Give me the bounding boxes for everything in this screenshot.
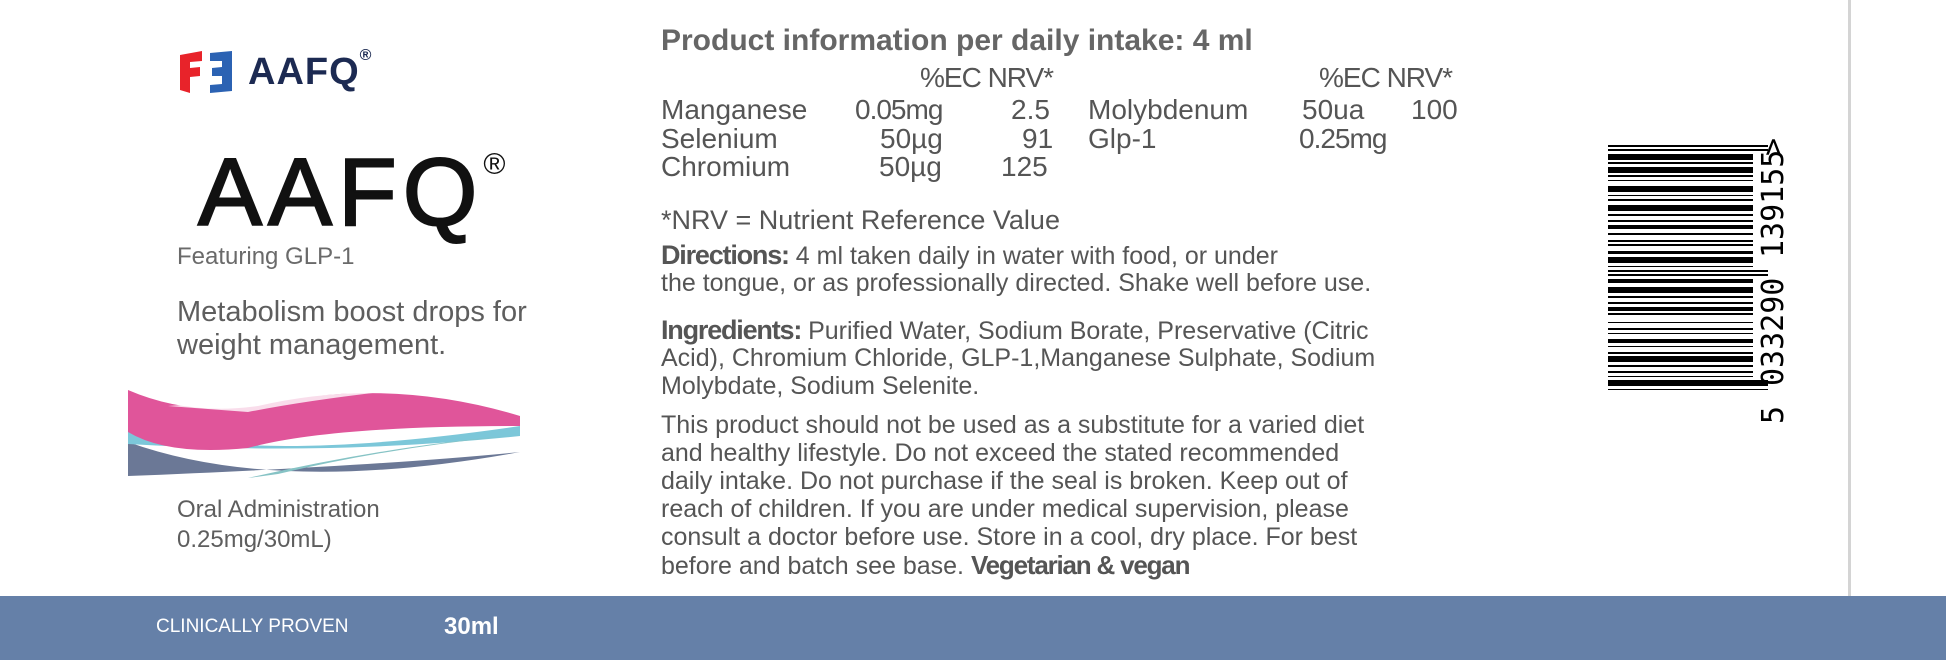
barcode-bar [1608,302,1753,305]
clinically-proven: CLINICALLY PROVEN [156,616,349,637]
barcode-bar [1608,194,1753,197]
nutrient-amount: 50ua [1302,94,1365,125]
nutrient-nrv: 125 [1001,151,1048,182]
barcode-bar [1608,250,1753,255]
disclaimer: This product should not be used as a sub… [661,411,1364,580]
barcode-bar [1608,153,1753,160]
disclaimer-line: daily intake. Do not purchase if the sea… [661,467,1348,495]
registered-mark: ® [359,46,373,64]
barcode-marker: > [1756,137,1791,156]
brand-name: AAFQ® [197,138,506,248]
nrv-header-right: %EC NRV* [1319,62,1453,93]
nutrient-amount: 0.05mg [855,94,943,125]
nutrient-amount: 0.25mg [1299,123,1387,154]
barcode-bar [1608,321,1753,324]
ingredients-line-1: Purified Water, Sodium Borate, Preservat… [808,317,1369,345]
barcode-bar [1608,220,1753,223]
info-title: Product information per daily intake: 4 … [661,24,1253,57]
disclaimer-line: before and batch see base. [661,552,965,580]
vegan-label: Vegetarian & vegan [970,550,1190,580]
barcode-bar [1608,380,1768,387]
registered-mark: ® [483,148,506,181]
barcode-bar [1608,332,1753,335]
nutrient-amount: 50µg [880,123,943,154]
nutrient-nrv: 91 [1022,123,1054,154]
nutrient-amount: 50µg [879,151,942,182]
barcode-bar [1608,371,1753,374]
barcode-right-digits: 139155 [1756,149,1791,258]
barcode-bar [1608,214,1753,216]
disclaimer-line: and healthy lifestyle. Do not exceed the… [661,439,1340,467]
barcode-bar [1608,265,1753,268]
tagline: Metabolism boost drops for weight manage… [177,296,527,361]
barcode-bar [1608,287,1753,294]
brand-logo: AAFQ® [178,46,373,96]
barcode-bar [1608,339,1753,343]
barcode-bar [1608,166,1753,173]
wave-graphic [128,390,520,478]
barcode-bar [1608,244,1753,246]
barcode-bar [1608,313,1753,315]
barcode-bar [1608,295,1753,298]
directions-line-2: the tongue, or as professionally directe… [661,269,1372,297]
oral-line-1: Oral Administration [177,496,380,523]
barcode-bar [1608,224,1753,229]
volume: 30ml [444,613,499,640]
brand-name-text: AAFQ [197,138,484,247]
barcode-bar [1608,364,1753,367]
nutrient-name: Chromium [661,151,791,182]
nutrient-name: Glp-1 [1088,123,1157,154]
barcode-bar [1608,149,1768,151]
barcode [1608,145,1768,393]
barcode-bar [1608,352,1753,354]
nutrient-name: Molybdenum [1088,94,1249,125]
oral-line-2: 0.25mg/30mL) [177,526,332,553]
barcode-bar [1608,257,1753,264]
directions-line-1: 4 ml taken daily in water with food, or … [795,242,1278,270]
nutrient-name: Selenium [661,123,778,154]
barcode-bar [1608,388,1768,391]
barcode-bar [1608,306,1753,311]
disclaimer-line: This product should not be used as a sub… [661,411,1365,439]
barcode-left-digits: 033290 [1756,277,1791,386]
barcode-bar [1608,198,1753,201]
brand-logo-text: AAFQ [248,50,360,93]
nrv-note: *NRV = Nutrient Reference Value [661,205,1060,235]
brand-mark-icon [180,51,232,93]
directions-label: Directions: [661,240,790,270]
ingredients-line-3: Molybdate, Sodium Selenite. [661,372,980,400]
ingredients-line-2: Acid), Chromium Chloride, GLP-1,Manganes… [661,344,1376,372]
barcode-bar [1608,175,1753,177]
barcode-first-digit: 5 [1756,405,1791,424]
barcode-bar [1608,274,1768,277]
footer-bar [0,596,1946,660]
featuring-text: Featuring GLP-1 [177,243,355,270]
nutrient-name: Manganese [661,94,808,125]
barcode-bar [1608,162,1753,164]
barcode-bar [1608,270,1768,272]
barcode-bar [1608,375,1753,378]
nutrient-nrv: 100 [1411,94,1458,125]
barcode-bar [1608,145,1768,147]
barcode-bar [1608,233,1753,236]
barcode-bar [1608,345,1753,348]
directions: Directions: 4 ml taken daily in water wi… [661,240,1278,271]
nrv-header-left: %EC NRV* [920,62,1054,93]
barcode-bar [1608,179,1753,182]
barcode-bar [1608,185,1753,192]
nutrient-nrv: 2.5 [1011,94,1050,125]
barcode-bar [1608,239,1753,242]
oral-administration: Oral Administration 0.25mg/30mL) [177,495,380,555]
ingredients: Ingredients: Purified Water, Sodium Bora… [661,315,1368,346]
ingredients-label: Ingredients: [661,315,802,345]
disclaimer-line: consult a doctor before use. Store in a … [661,523,1358,551]
barcode-bar [1608,356,1753,363]
panel-divider [1848,0,1851,596]
barcode-bar [1608,205,1753,212]
barcode-bar [1608,278,1753,283]
barcode-bar [1608,328,1753,330]
disclaimer-line: reach of children. If you are under medi… [661,495,1349,523]
